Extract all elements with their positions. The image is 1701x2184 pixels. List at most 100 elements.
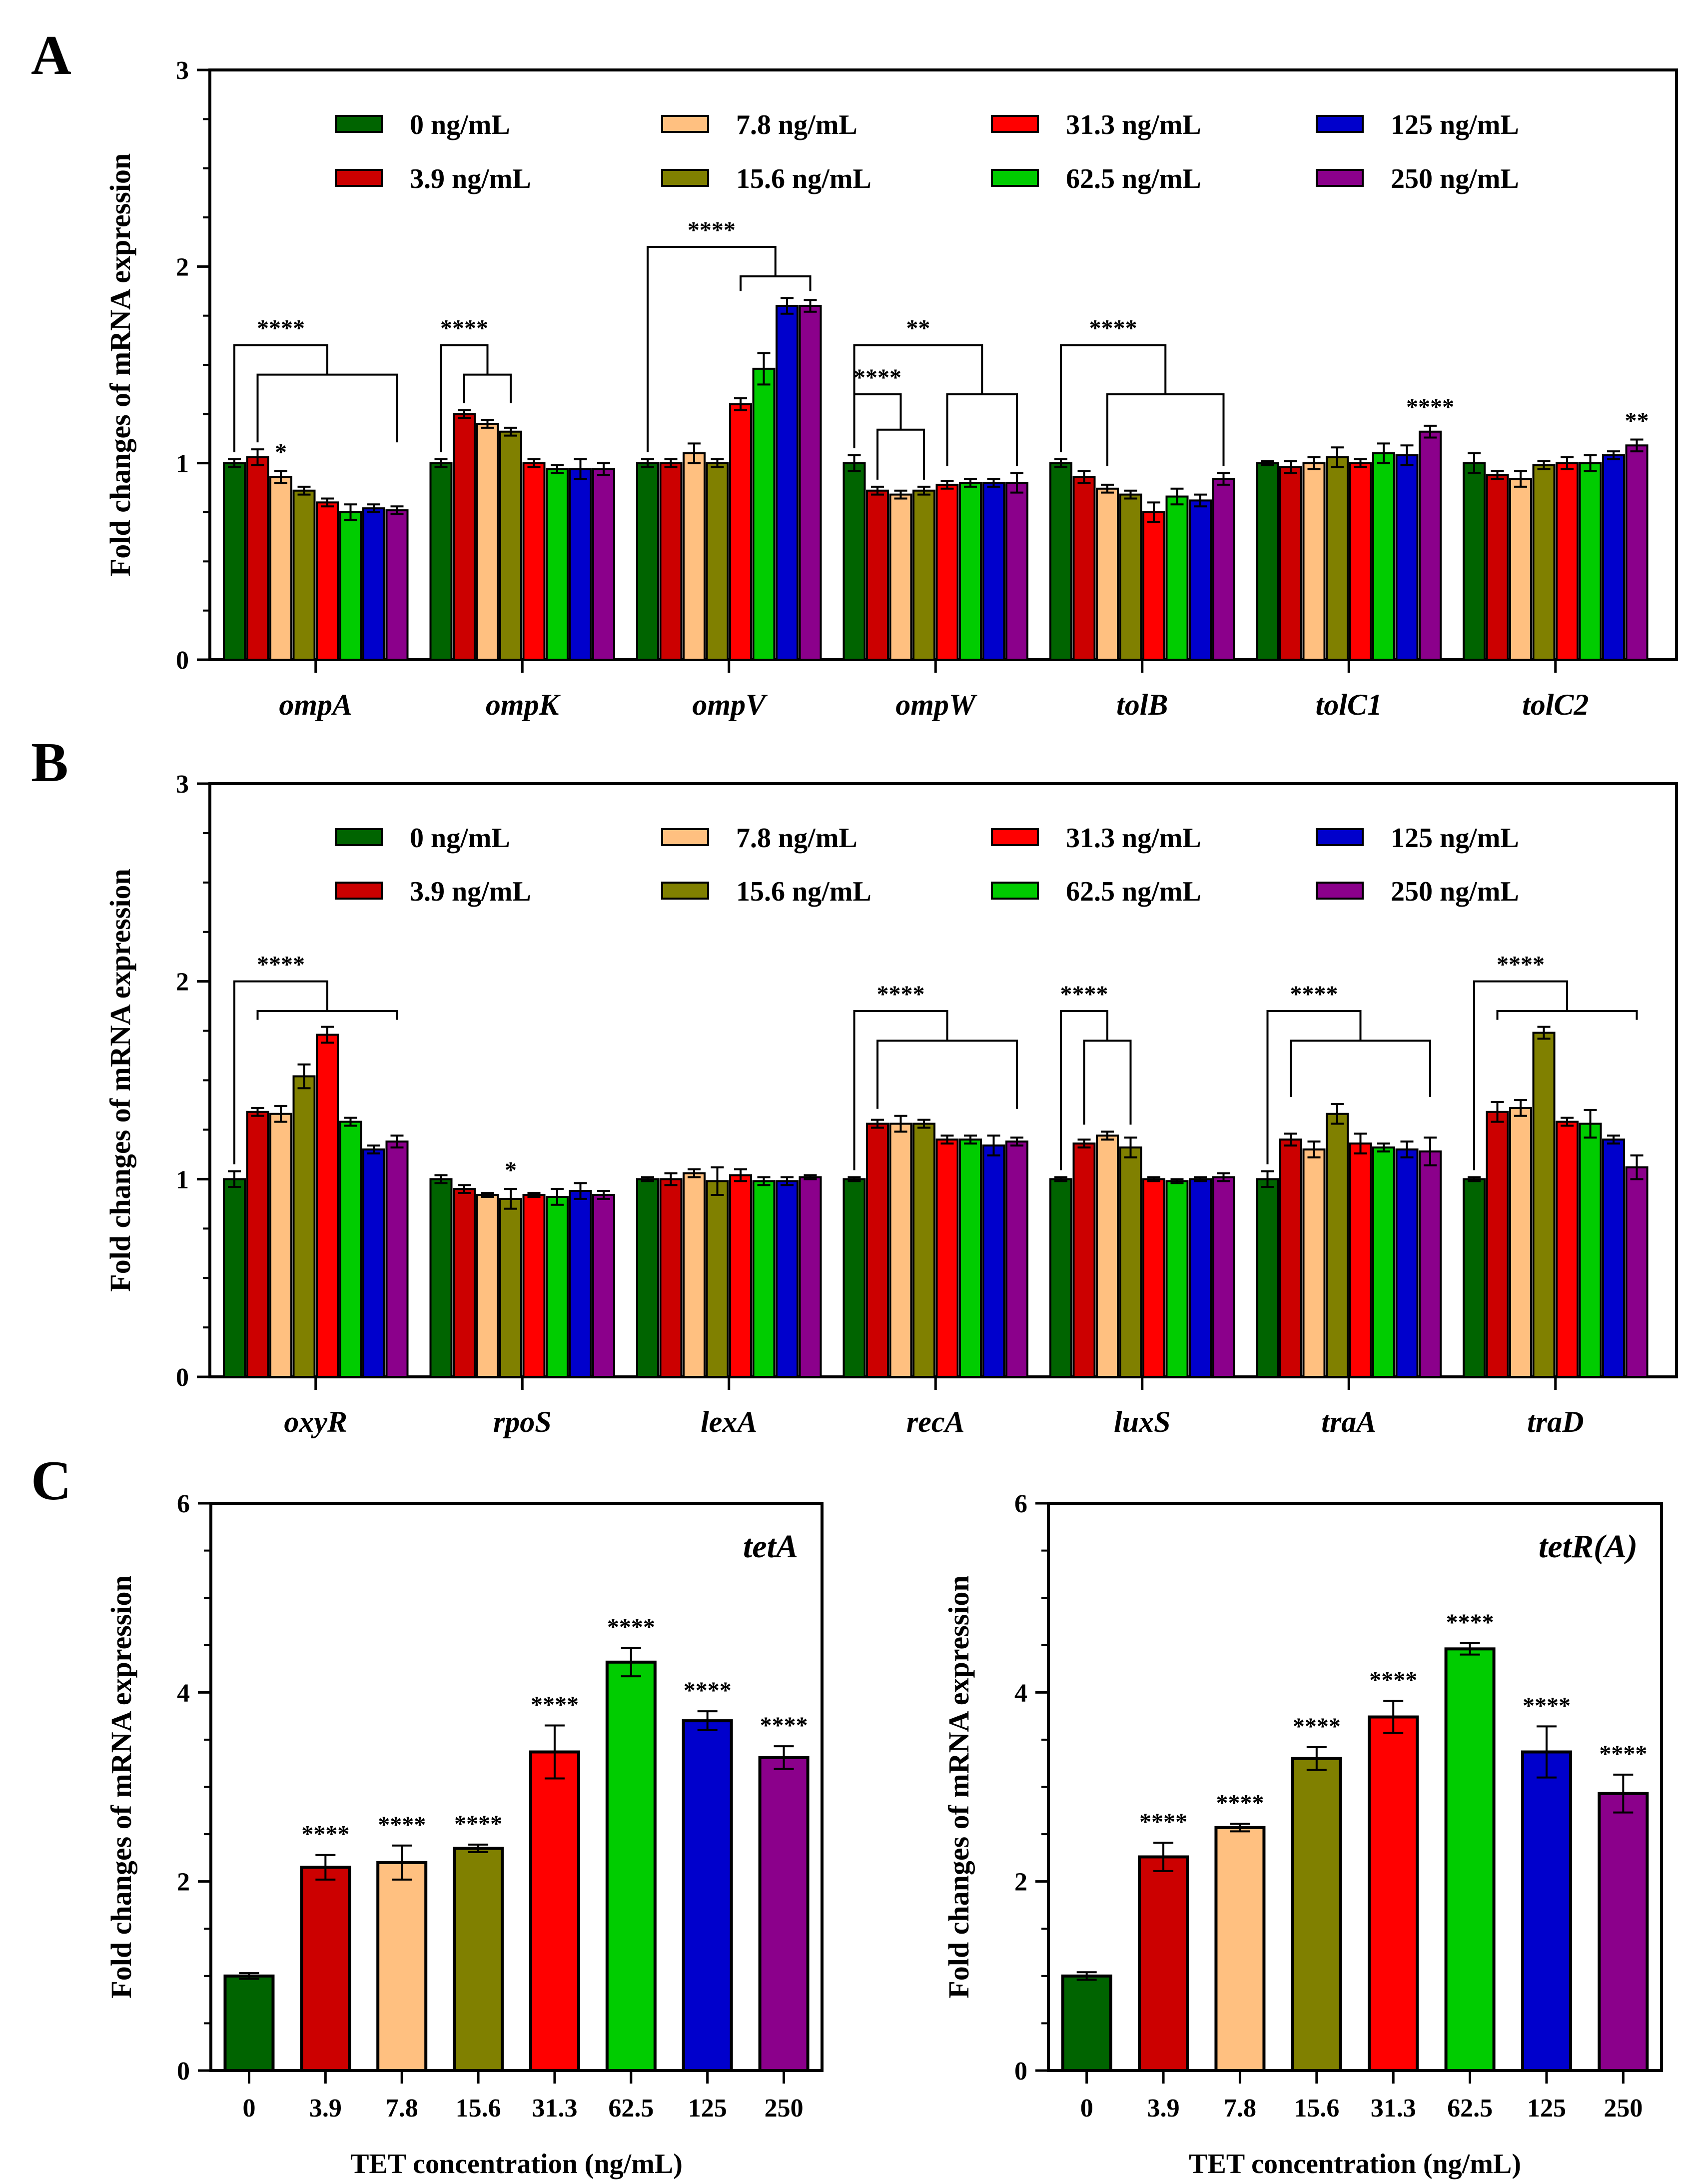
significance-mark: **** — [301, 1821, 349, 1848]
significance-mark: **** — [1216, 1790, 1264, 1816]
bar — [546, 468, 569, 661]
bar — [1419, 1150, 1442, 1378]
y-tick-label: 0 — [176, 1363, 189, 1392]
bar — [1521, 1750, 1572, 2072]
significance-mark: **** — [378, 1812, 426, 1838]
category-label: 7.8 — [1224, 2094, 1256, 2123]
significance-bracket — [1106, 393, 1225, 466]
significance-mark: ** — [906, 315, 930, 342]
legend-swatch — [1316, 115, 1364, 133]
bar — [935, 1138, 959, 1378]
bar — [912, 1122, 935, 1378]
category-label: ompV — [692, 688, 768, 721]
bar — [546, 1195, 569, 1378]
bar — [1372, 1146, 1395, 1378]
significance-mark: ** — [1625, 407, 1649, 434]
legend-label: 62.5 ng/mL — [1066, 163, 1201, 194]
significance-bracket — [1496, 1010, 1638, 1020]
category-label: oxyR — [284, 1405, 347, 1438]
bar — [223, 462, 246, 661]
significance-mark: **** — [1139, 1809, 1187, 1835]
significance-mark: * — [505, 1157, 517, 1183]
bar — [799, 1176, 822, 1378]
x-axis-title: TET concentration (ng/mL) — [1189, 2149, 1521, 2180]
bar — [659, 462, 683, 661]
significance-bracket — [876, 1040, 1018, 1109]
y-tick-label: 4 — [1014, 1679, 1027, 1707]
legend-label: 3.9 ng/mL — [410, 876, 531, 907]
bar — [758, 1756, 810, 2073]
bar — [1368, 1715, 1419, 2072]
bar — [776, 1180, 799, 1378]
y-tick-label: 2 — [176, 253, 189, 281]
bar — [1302, 1148, 1326, 1378]
legend-swatch — [991, 169, 1039, 187]
y-axis-title: Fold changes of mRNA expression — [942, 1575, 975, 1998]
bar — [683, 1172, 706, 1378]
bar — [223, 1178, 246, 1378]
legend-swatch — [335, 882, 383, 900]
legend-swatch — [661, 882, 709, 900]
bar — [1463, 1178, 1486, 1378]
significance-bracket — [1266, 1010, 1362, 1164]
bar — [476, 1193, 499, 1378]
bar — [385, 1140, 409, 1378]
category-label: 125 — [1527, 2094, 1566, 2123]
category-label: 250 — [1604, 2094, 1643, 2123]
significance-mark: **** — [1497, 952, 1545, 978]
bar — [1486, 1110, 1509, 1378]
bar — [1142, 1178, 1165, 1378]
category-label: 0 — [1080, 2094, 1093, 2123]
chart-panel-b: 0 1 2 3 Fold changes of mRNA expression oxyR r… — [104, 770, 1678, 1438]
chart-panel-c-teta: 0 2 4 6 Fold changes of mRNA expression 0 3.9 *… — [105, 1490, 824, 2180]
legend-swatch — [991, 882, 1039, 900]
legend-label: 250 ng/mL — [1391, 876, 1519, 907]
y-tick-label: 2 — [176, 968, 189, 997]
bar — [1212, 478, 1235, 661]
category-label: 3.9 — [309, 2094, 342, 2123]
significance-bracket — [440, 344, 489, 452]
bar — [1119, 1146, 1142, 1378]
category-label: tolC1 — [1316, 688, 1382, 721]
bar — [223, 1974, 275, 2072]
significance-mark: **** — [684, 1677, 732, 1704]
legend-label: 31.3 ng/mL — [1066, 109, 1201, 140]
legend-swatch — [991, 115, 1039, 133]
legend-label: 7.8 ng/mL — [736, 109, 857, 140]
legend-swatch — [1316, 882, 1364, 900]
y-tick-label: 1 — [176, 450, 189, 478]
legend-label: 250 ng/mL — [1391, 163, 1519, 194]
significance-mark: **** — [257, 952, 305, 978]
bar — [269, 476, 292, 661]
significance-bracket — [1060, 1010, 1108, 1170]
significance-mark: **** — [454, 1811, 502, 1837]
bar — [959, 1138, 982, 1378]
bar — [1602, 1138, 1625, 1378]
bar — [1395, 454, 1419, 661]
category-label: tolC2 — [1522, 688, 1589, 721]
y-tick-label: 2 — [177, 1868, 190, 1897]
bar — [1189, 499, 1212, 661]
category-label: 3.9 — [1147, 2094, 1180, 2123]
bar — [453, 413, 476, 661]
bar — [1372, 452, 1395, 661]
legend-label: 125 ng/mL — [1391, 823, 1519, 854]
chart-title: tetR(A) — [1539, 1528, 1638, 1565]
bar — [269, 1112, 292, 1378]
bar — [1556, 462, 1579, 661]
bar — [522, 1193, 546, 1378]
bar — [453, 1188, 476, 1378]
bar — [935, 483, 959, 661]
category-label: 7.8 — [386, 2094, 418, 2123]
bar — [1625, 444, 1649, 661]
significance-mark: **** — [531, 1692, 579, 1718]
bar — [706, 462, 729, 661]
significance-mark: * — [275, 439, 287, 465]
bar — [1189, 1178, 1212, 1378]
legend-swatch — [661, 169, 709, 187]
bar — [1072, 1142, 1096, 1378]
category-label: 15.6 — [456, 2094, 501, 2123]
panel-label-a: A — [31, 24, 71, 86]
legend-label: 0 ng/mL — [410, 823, 510, 854]
